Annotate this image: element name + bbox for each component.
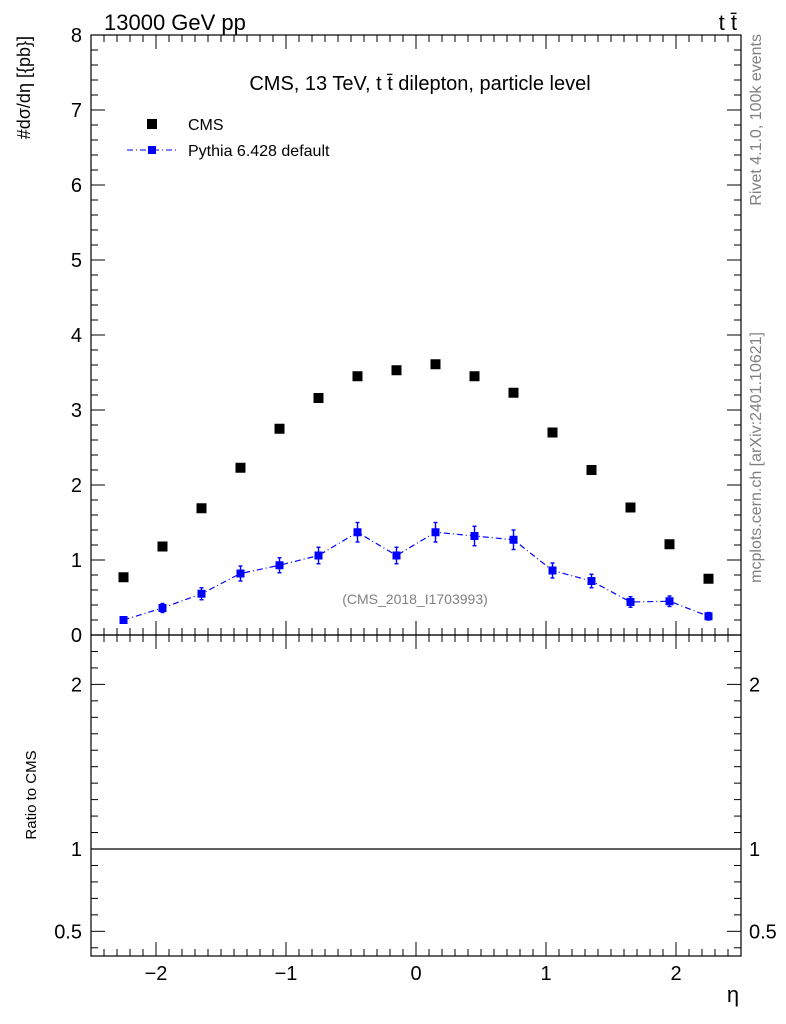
ratio-y-tick-label: 0.5: [54, 921, 82, 943]
ratio-axis-ticks: −2 −1 0 1 2 0.5 0.5 1 1 2 2: [54, 635, 777, 985]
main-data-marks: [118, 359, 714, 624]
legend-label-cms: CMS: [188, 117, 224, 134]
x-tick-label: 0: [410, 963, 421, 985]
pythia-point: [509, 535, 518, 544]
pythia-point: [236, 569, 245, 578]
pythia-series-line: [123, 531, 709, 621]
cms-point: [469, 371, 480, 382]
header-process-label: t t̄: [719, 10, 737, 35]
y-tick-label: 4: [71, 325, 82, 347]
pythia-point: [392, 551, 401, 560]
x-axis-label: η: [727, 982, 739, 1007]
y-tick-label: 6: [71, 175, 82, 197]
cms-point: [625, 502, 636, 513]
cms-point: [118, 572, 129, 583]
pythia-point: [704, 612, 713, 621]
rivet-label: Rivet 4.1.0, 100k events: [748, 34, 765, 206]
plot-title: CMS, 13 TeV, t t̄ dilepton, particle lev…: [249, 73, 590, 95]
y-tick-label: 7: [71, 100, 82, 122]
cms-point: [508, 387, 519, 398]
cms-point: [586, 465, 597, 475]
y-tick-label: 2: [71, 475, 82, 497]
analysis-label: (CMS_2018_I1703993): [342, 591, 488, 607]
legend: CMS Pythia 6.428 default: [127, 117, 330, 160]
ratio-plot-frame: [90, 634, 742, 957]
pythia-point: [587, 577, 596, 585]
y-tick-label: 1: [71, 550, 82, 572]
mcplots-label: mcplots.cern.ch [arXiv:2401.10621]: [748, 332, 765, 583]
pythia-point: [197, 589, 206, 598]
ratio-y-axis-label: Ratio to CMS: [23, 750, 40, 839]
pythia-point: [353, 528, 362, 537]
cms-point: [391, 365, 402, 376]
legend-marker-cms: [147, 119, 157, 129]
legend-label-pythia: Pythia 6.428 default: [188, 143, 330, 160]
x-tick-label: 2: [670, 963, 681, 985]
y-tick-label: 3: [71, 400, 82, 422]
pythia-point: [275, 561, 284, 570]
ratio-y-tick-label: 1: [71, 839, 82, 861]
cms-point: [547, 427, 558, 438]
pythia-point: [158, 604, 167, 612]
main-axis-ticks: 0 1 2 3 4 5 6 7 8: [71, 25, 742, 647]
cms-point: [274, 423, 285, 434]
cms-point: [664, 539, 675, 550]
cms-point: [703, 573, 714, 584]
pythia-point: [470, 532, 479, 540]
legend-marker-pythia: [148, 146, 156, 154]
x-tick-label: −1: [275, 963, 298, 985]
pythia-point: [314, 551, 323, 560]
pythia-point: [665, 597, 674, 606]
pythia-point: [119, 616, 128, 624]
header-beam-label: 13000 GeV pp: [104, 10, 246, 35]
pythia-point: [431, 528, 440, 537]
cms-point: [352, 371, 363, 382]
x-tick-label: 1: [540, 963, 551, 985]
y-tick-label: 5: [71, 250, 82, 272]
ratio-y-tick-label-right: 0.5: [749, 921, 777, 943]
cms-point: [313, 393, 324, 403]
cms-point: [235, 462, 246, 473]
cms-point: [196, 503, 207, 514]
pythia-point: [626, 598, 635, 606]
ratio-y-tick-label: 2: [71, 674, 82, 696]
pythia-point: [548, 566, 557, 575]
cms-point: [430, 359, 441, 370]
ratio-y-tick-label-right: 2: [749, 674, 760, 696]
y-tick-label: 8: [71, 25, 82, 47]
y-tick-label: 0: [71, 625, 82, 647]
main-y-axis-label: #dσ/dη [{pb}]: [14, 36, 34, 139]
x-tick-label: −2: [145, 963, 168, 985]
cms-point: [157, 541, 168, 552]
ratio-y-tick-label-right: 1: [749, 839, 760, 861]
